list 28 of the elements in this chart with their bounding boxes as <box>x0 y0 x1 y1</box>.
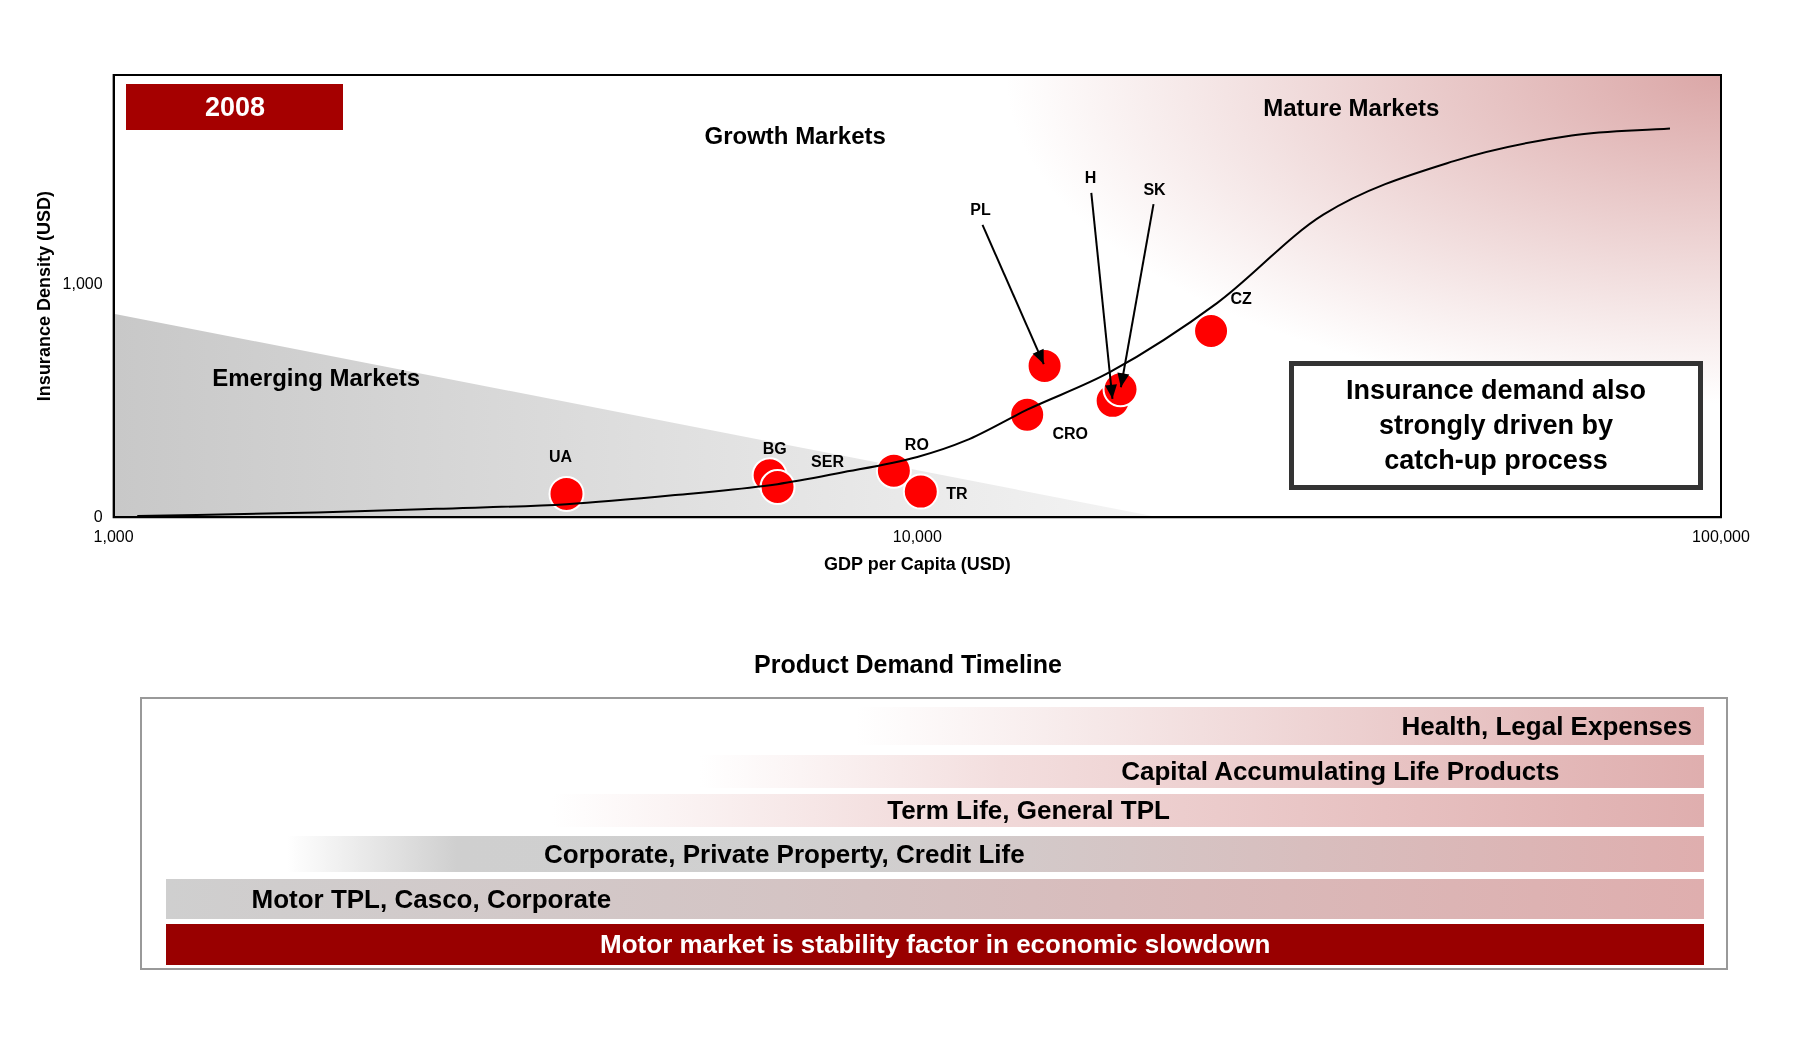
annotation: TR <box>946 485 968 503</box>
text: Product Demand Timeline <box>753 650 1063 679</box>
annotation: BG <box>762 439 787 457</box>
year-badge: 2008 <box>126 83 344 131</box>
annotation: CZ <box>1230 290 1252 308</box>
annotation: SER <box>811 453 845 471</box>
annotation: Mature Markets <box>1263 93 1440 121</box>
annotation: Growth Markets <box>704 121 886 149</box>
callout-box: Insurance demand also strongly driven by catch-up process <box>1288 360 1704 491</box>
annotation: CRO <box>1052 425 1088 443</box>
text: Term Life, General TPL <box>551 794 1704 827</box>
text: Motor market is stability factor in economic slowdown <box>166 924 1704 965</box>
annotation: RO <box>904 436 929 454</box>
y-tick-label: 0 <box>93 507 103 525</box>
text: Corporate, Private Property, Credit Life <box>286 836 1704 872</box>
annotation: H <box>1084 169 1097 187</box>
x-tick-label: 100,000 <box>1692 528 1751 546</box>
x-tick-label: 1,000 <box>93 528 134 546</box>
x-axis-title: GDP per Capita (USD) <box>823 554 1011 575</box>
text: Health, Legal Expenses <box>856 707 1704 745</box>
annotation: SK <box>1143 180 1167 198</box>
y-axis-title: Insurance Density (USD) <box>33 191 54 402</box>
annotation: Emerging Markets <box>212 364 421 392</box>
x-tick-label: 10,000 <box>892 528 942 546</box>
text: Motor TPL, Casco, Corporate <box>166 879 1704 919</box>
text: Capital Accumulating Life Products <box>700 755 1704 788</box>
annotation: UA <box>548 448 573 466</box>
annotation: PL <box>970 201 992 219</box>
